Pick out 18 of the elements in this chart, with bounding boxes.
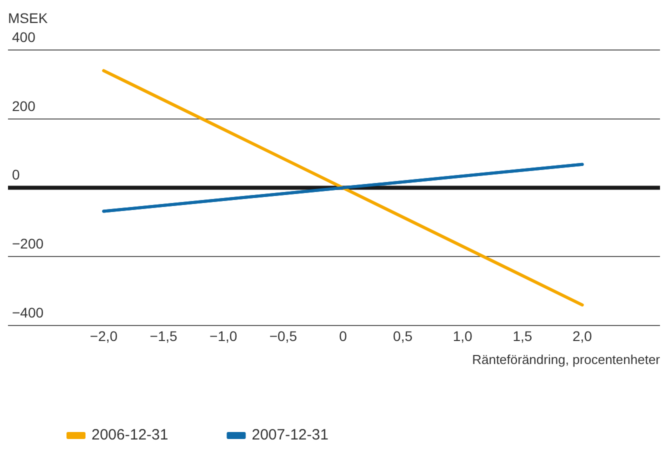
x-tick-label: −2,0 (90, 328, 118, 344)
y-tick-label: −200 (12, 236, 44, 252)
x-tick-label: −1,0 (210, 328, 238, 344)
y-axis-title: MSEK (8, 10, 48, 26)
x-axis-title: Ränteförändring, procentenheter (472, 352, 661, 367)
y-tick-label: −400 (12, 304, 44, 320)
y-tick-label: 0 (12, 166, 20, 183)
x-tick-label: −0,5 (269, 328, 298, 344)
x-tick-label: 1,0 (452, 328, 473, 344)
x-tick-label: 0,5 (393, 328, 413, 344)
x-tick-label: 2,0 (572, 328, 592, 344)
x-tick-label: −1,5 (150, 328, 178, 344)
legend-label: 2006-12-31 (92, 426, 168, 444)
y-tick-label: 200 (12, 98, 36, 114)
x-tick-label: 1,5 (512, 328, 532, 344)
legend-label: 2007-12-31 (252, 426, 328, 444)
x-tick-label: 0 (339, 328, 348, 344)
y-tick-label: 400 (12, 28, 36, 45)
